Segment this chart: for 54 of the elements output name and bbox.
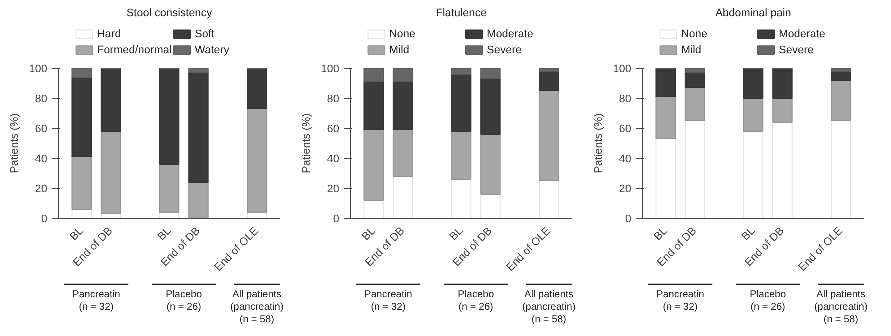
x-tick-label: End of OLE	[504, 225, 554, 274]
text: Pancreatin (n = 32)	[72, 289, 120, 313]
y-axis-title: Patients (%)	[593, 114, 606, 174]
legend-label: Severe	[487, 44, 522, 56]
y-tick-label: 80	[619, 94, 632, 106]
chart-title: Abdominal pain	[716, 8, 792, 20]
y-tick-label: 0	[41, 214, 48, 226]
y-tick-label: 80	[35, 94, 48, 106]
legend-label: None	[681, 28, 708, 40]
legend-label: None	[389, 28, 416, 40]
y-tick-label: 60	[327, 124, 340, 136]
y-tick-label: 100	[29, 64, 48, 76]
x-tick-label: End of OLE	[212, 225, 262, 274]
x-tick-label: BL	[68, 225, 86, 244]
y-tick-label: 100	[613, 64, 632, 76]
y-tick-label: 40	[35, 154, 48, 166]
y-axis-title: Patients (%)	[9, 114, 22, 174]
y-tick-label: 40	[327, 154, 340, 166]
text: Pancreatin (n = 32)	[656, 289, 704, 313]
y-tick-label: 100	[321, 64, 340, 76]
y-tick-label: 60	[619, 124, 632, 136]
y-tick-label: 20	[327, 184, 340, 196]
y-tick-label: 60	[35, 124, 48, 136]
y-tick-label: 40	[619, 154, 632, 166]
x-tick-label: End of OLE	[796, 225, 846, 274]
text: All patients (pancreatin) (n = 58)	[814, 289, 868, 326]
legend-label: Moderate	[779, 28, 826, 40]
legend-label: Soft	[195, 28, 215, 40]
text: All patients (pancreatin) (n = 58)	[522, 289, 576, 326]
text: All patients (pancreatin) (n = 58)	[230, 289, 284, 326]
x-tick-label: BL	[740, 225, 758, 244]
x-tick-label: BL	[448, 225, 466, 244]
legend-label: Formed/normal	[97, 44, 172, 56]
text: Placebo (n = 26)	[166, 289, 203, 313]
legend-label: Hard	[97, 28, 122, 40]
x-tick-label: BL	[156, 225, 174, 244]
y-axis-title: Patients (%)	[301, 114, 314, 174]
text: Placebo (n = 26)	[458, 289, 495, 313]
x-tick-label: BL	[360, 225, 378, 244]
legend-label: Severe	[779, 44, 814, 56]
legend-label: Mild	[389, 44, 410, 56]
y-tick-label: 80	[327, 94, 340, 106]
y-tick-label: 0	[625, 214, 632, 226]
chart-title: Stool consistency	[126, 8, 213, 20]
legend-label: Moderate	[487, 28, 534, 40]
x-tick-label: BL	[652, 225, 670, 244]
text: Pancreatin (n = 32)	[364, 289, 412, 313]
legend-label: Mild	[681, 44, 702, 56]
text: Placebo (n = 26)	[750, 289, 787, 313]
y-tick-label: 20	[35, 184, 48, 196]
y-tick-label: 20	[619, 184, 632, 196]
chart-title: Flatulence	[436, 8, 487, 20]
legend-label: Watery	[195, 44, 230, 56]
y-tick-label: 0	[333, 214, 340, 226]
